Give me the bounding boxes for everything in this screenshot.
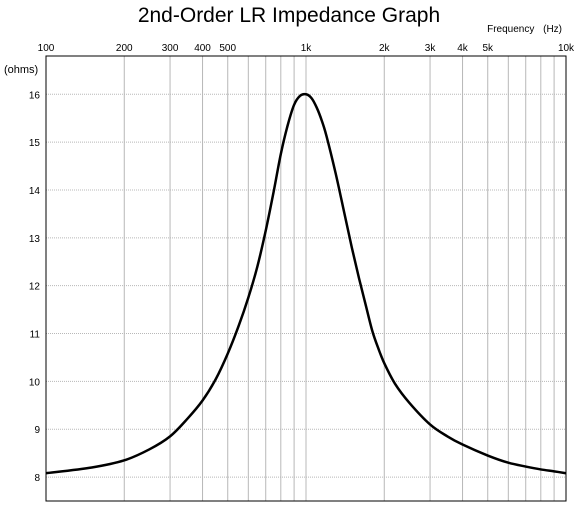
y-axis-label: (ohms) (4, 64, 39, 76)
plot-frame (45, 55, 567, 502)
x-tick-label: 300 (162, 43, 179, 54)
y-tick-label: 10 (29, 377, 41, 388)
x-tick-label: 10k (558, 43, 575, 54)
x-tick-label: 200 (116, 43, 133, 54)
y-tick-label: 15 (29, 138, 41, 149)
impedance-curve (45, 92, 567, 475)
x-tick-label: 1k (301, 43, 313, 54)
chart-title: 2nd-Order LR Impedance Graph (137, 4, 441, 27)
x-tick-label: 5k (482, 43, 494, 54)
x-tick-label: 100 (38, 43, 55, 54)
y-tick-label: 16 (29, 90, 41, 101)
x-tick-label: 400 (194, 43, 211, 54)
y-tick-label: 8 (34, 473, 40, 484)
y-tick-label: 11 (30, 330, 41, 341)
y-tick-label: 14 (29, 186, 41, 197)
y-tick-label: 12 (29, 282, 41, 293)
x-tick-label: 4k (457, 43, 469, 54)
y-tick-label: 9 (34, 425, 40, 436)
x-tick-label: 3k (425, 43, 437, 54)
y-tick-label: 13 (29, 234, 41, 245)
x-tick-label: 500 (219, 43, 236, 54)
x-tick-label: 2k (379, 43, 391, 54)
x-axis-label: Frequency (Hz) (487, 24, 562, 35)
